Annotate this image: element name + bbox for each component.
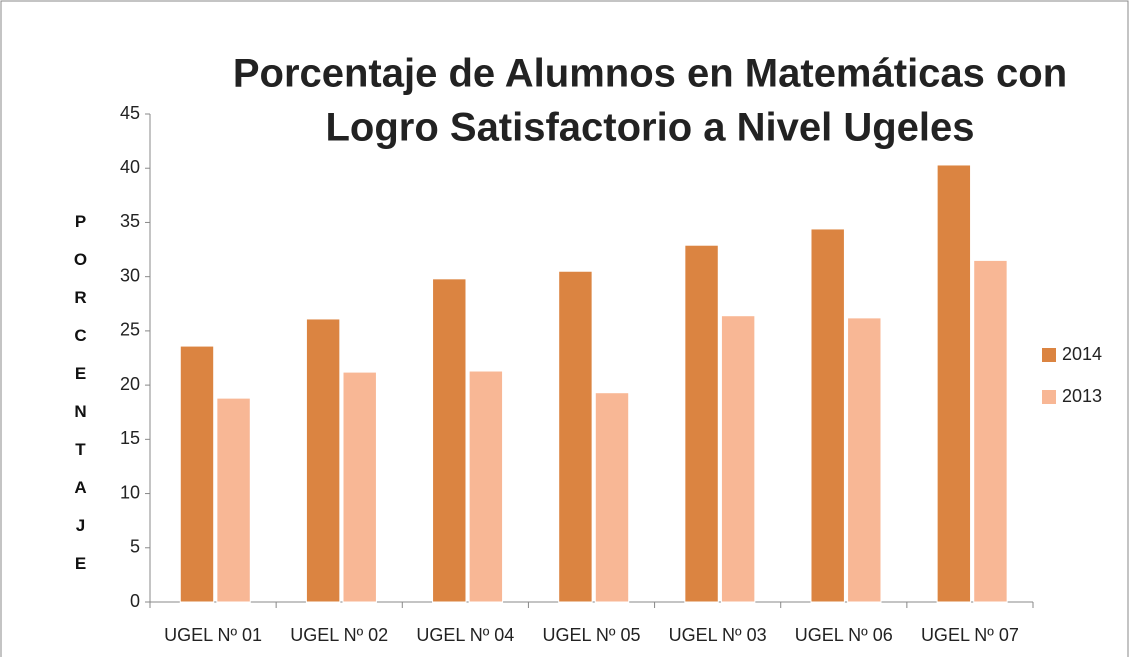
x-tick-label: UGEL Nº 05 — [543, 625, 641, 645]
x-tick-label: UGEL Nº 03 — [669, 625, 767, 645]
y-tick-label: 10 — [120, 482, 140, 502]
chart-title: Logro Satisfactorio a Nivel Ugeles — [325, 106, 974, 150]
bar — [810, 228, 845, 603]
bar — [432, 278, 467, 603]
y-tick-label: 25 — [120, 320, 140, 340]
bar — [179, 345, 215, 603]
x-tick-label: UGEL Nº 01 — [164, 625, 262, 645]
bar — [558, 270, 593, 603]
bar — [305, 318, 341, 603]
y-tick-label: 40 — [120, 157, 140, 177]
x-tick-label: UGEL Nº 02 — [290, 625, 388, 645]
chart-title: Porcentaje de Alumnos en Matemáticas con — [233, 52, 1067, 96]
y-tick-label: 0 — [130, 591, 140, 611]
bar — [216, 397, 251, 603]
x-tick-label: UGEL Nº 06 — [795, 625, 893, 645]
legend-swatch — [1042, 390, 1056, 404]
bar — [847, 317, 882, 603]
x-tick-label: UGEL Nº 04 — [416, 625, 514, 645]
bar — [684, 244, 719, 603]
y-tick-label: 35 — [120, 211, 140, 231]
y-tick-label: 20 — [120, 374, 140, 394]
y-tick-label: 5 — [130, 537, 140, 557]
legend-swatch — [1042, 348, 1056, 362]
x-tick-label: UGEL Nº 07 — [921, 625, 1019, 645]
bar — [973, 259, 1008, 603]
bar — [342, 371, 377, 603]
legend-label: 2013 — [1062, 386, 1102, 406]
legend-label: 2014 — [1062, 344, 1102, 364]
y-axis-label: PORCENTAJE — [71, 212, 90, 592]
y-tick-label: 45 — [120, 103, 140, 123]
bar — [594, 392, 630, 603]
y-tick-label: 15 — [120, 428, 140, 448]
bar — [936, 164, 972, 603]
bar — [468, 370, 504, 603]
bar — [720, 315, 756, 603]
y-tick-label: 30 — [120, 265, 140, 285]
